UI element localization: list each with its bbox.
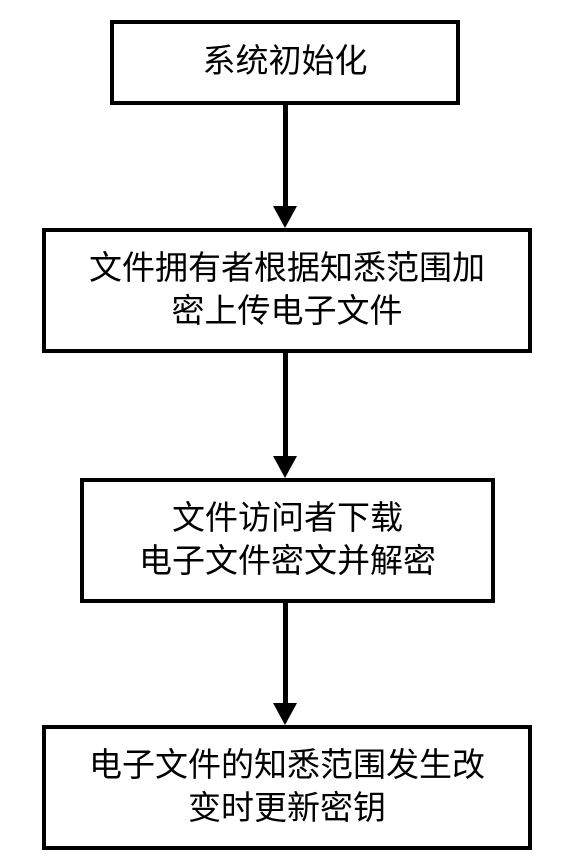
arrow-line [283, 353, 288, 456]
arrow-head [273, 456, 297, 478]
flowchart-node-update-key: 电子文件的知悉范围发生改 变时更新密钥 [42, 725, 532, 850]
arrow-line [283, 105, 288, 206]
flowchart-node-download: 文件访问者下载 电子文件密文并解密 [80, 478, 495, 603]
arrow-head [273, 206, 297, 228]
node-label: 文件拥有者根据知悉范围加 密上传电子文件 [89, 248, 485, 334]
flowchart-node-init: 系统初始化 [110, 20, 460, 105]
node-label: 电子文件的知悉范围发生改 变时更新密钥 [89, 745, 485, 831]
node-label: 文件访问者下载 电子文件密文并解密 [139, 498, 436, 584]
arrow-head [273, 703, 297, 725]
node-label: 系统初始化 [203, 41, 368, 84]
arrow-line [283, 603, 288, 703]
flowchart-node-upload: 文件拥有者根据知悉范围加 密上传电子文件 [42, 228, 532, 353]
